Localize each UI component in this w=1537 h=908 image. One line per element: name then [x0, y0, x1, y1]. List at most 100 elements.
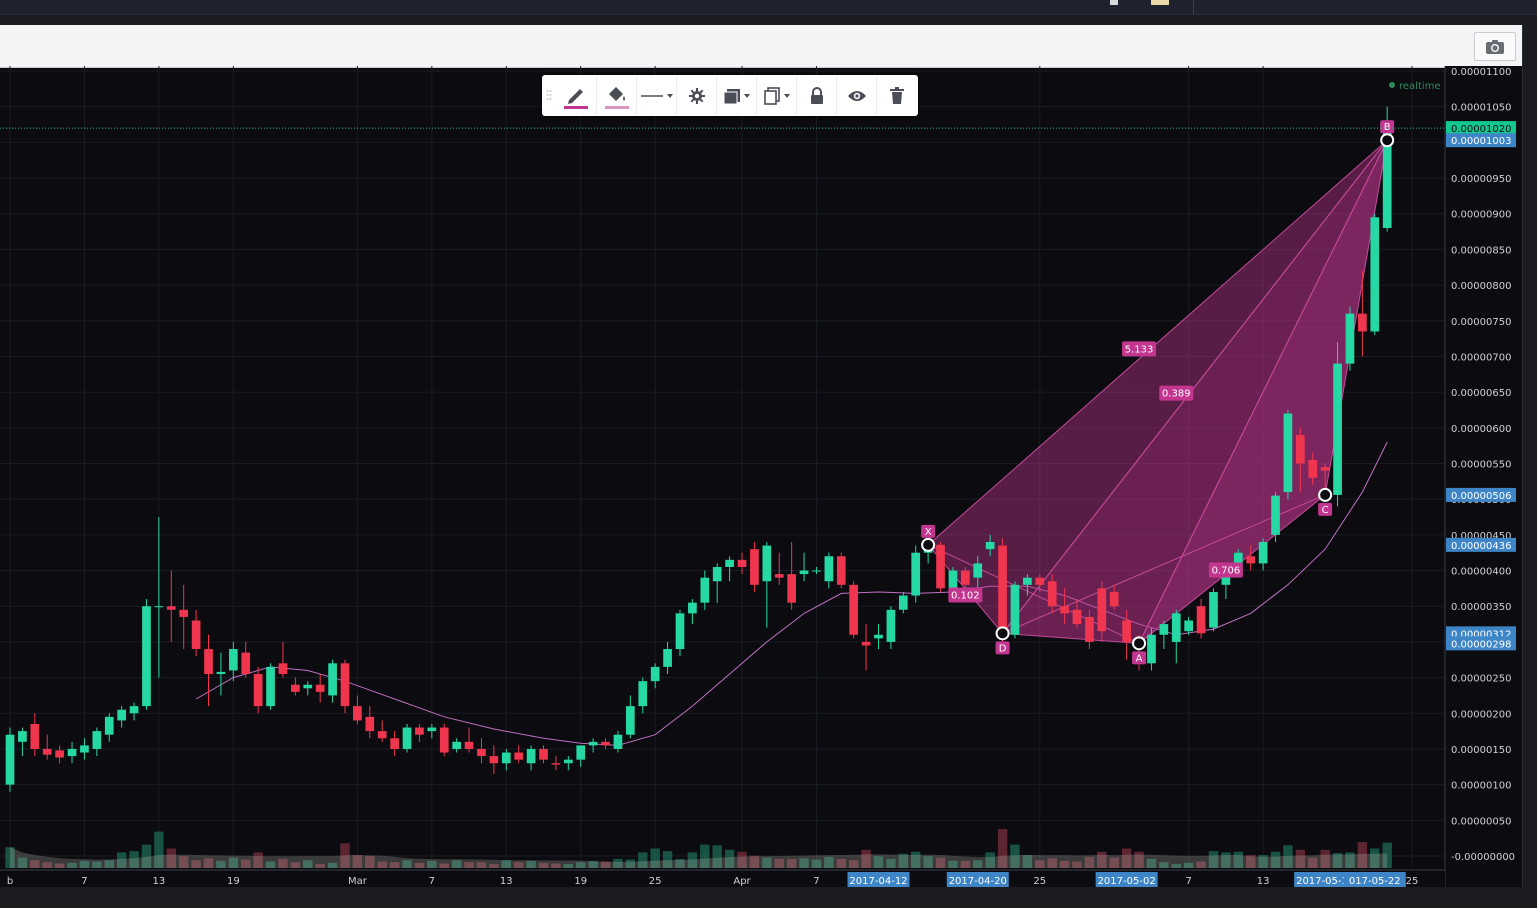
- fill-color-button[interactable]: [597, 75, 637, 116]
- delete-button[interactable]: [877, 75, 917, 116]
- time-axis-bg[interactable]: [0, 870, 1445, 887]
- pattern-point-x[interactable]: X: [921, 524, 936, 552]
- volume-bar: [303, 860, 313, 868]
- volume-bar: [67, 862, 77, 868]
- candle: [1246, 545, 1256, 571]
- candle: [886, 606, 896, 650]
- settings-button[interactable]: [677, 75, 717, 116]
- candle-body: [1283, 413, 1293, 493]
- candle-body: [998, 545, 1007, 639]
- realtime-indicator: realtime: [1389, 81, 1441, 92]
- candle-body: [1258, 542, 1268, 564]
- price-axis-bg[interactable]: [1445, 66, 1522, 887]
- pattern-point-marker[interactable]: [1132, 636, 1147, 651]
- candle: [501, 748, 511, 771]
- volume-bar: [1072, 861, 1082, 868]
- volume-bar: [79, 860, 90, 868]
- candle-body: [849, 584, 859, 635]
- candle: [18, 727, 27, 757]
- candle-body: [563, 759, 573, 764]
- pattern-point-label: X: [925, 527, 932, 538]
- volume-bar: [1308, 857, 1318, 868]
- candle: [30, 713, 40, 757]
- volume-bar: [414, 862, 425, 868]
- pattern-ratio-text: 0.706: [1212, 566, 1241, 577]
- candle-body: [663, 649, 672, 667]
- candle-body: [80, 745, 89, 753]
- candle: [1147, 627, 1156, 671]
- chart-canvas[interactable]: X D A C B 5.133 0.389 0.102 0.706 0.00001100 0.00…: [0, 25, 1522, 887]
- time-tick-label: 13: [1257, 876, 1270, 887]
- price-tick-label: -0.00000000: [1451, 852, 1515, 863]
- price-label-text: 0.00000312: [1451, 629, 1511, 640]
- candle-body: [613, 734, 623, 749]
- volume-bar: [1283, 845, 1293, 868]
- pattern-point-a[interactable]: A: [1132, 636, 1147, 665]
- pattern-layer[interactable]: X D A C B 5.133 0.389 0.102 0.706: [921, 120, 1395, 665]
- candle-body: [117, 709, 127, 721]
- candle-body: [104, 716, 114, 735]
- candle: [1258, 538, 1268, 571]
- candle-body: [154, 606, 164, 608]
- candle-body: [1382, 128, 1392, 228]
- candle-body: [353, 706, 362, 721]
- price-tick-label: 0.00000950: [1451, 174, 1511, 185]
- volume-bar: [973, 860, 983, 868]
- volume-bar: [54, 863, 65, 868]
- candle-body: [874, 634, 883, 639]
- line-style-button[interactable]: [637, 75, 677, 116]
- candle-body: [204, 649, 213, 675]
- candle-body: [1209, 591, 1218, 628]
- volume-bar: [749, 855, 760, 868]
- candle-body: [1159, 624, 1169, 635]
- pattern-point-marker[interactable]: [1380, 133, 1395, 148]
- pattern-ratio-text: 0.389: [1162, 389, 1191, 400]
- candle: [241, 641, 251, 678]
- alert-icon[interactable]: [1151, 0, 1169, 5]
- time-highlight-text: 2017-05-02: [1098, 876, 1156, 887]
- notification-icon[interactable]: [1110, 0, 1118, 5]
- pattern-point-b[interactable]: B: [1380, 120, 1395, 148]
- candle-body: [328, 663, 337, 696]
- volume-bar: [265, 861, 276, 868]
- candle-body: [737, 559, 747, 567]
- candle-body: [427, 727, 437, 732]
- pattern-point-marker[interactable]: [995, 626, 1010, 641]
- pattern-point-c[interactable]: C: [1318, 487, 1333, 516]
- volume-bar: [278, 858, 288, 868]
- candle: [613, 731, 623, 753]
- candle-body: [452, 741, 461, 749]
- clone-button[interactable]: [757, 75, 797, 116]
- candle-body: [266, 666, 275, 707]
- candle-body: [675, 613, 685, 650]
- volume-bar: [675, 858, 685, 868]
- pattern-point-marker[interactable]: [921, 537, 936, 552]
- candle: [291, 677, 300, 696]
- volume-bar: [1345, 852, 1355, 868]
- time-tick-label: b: [7, 876, 13, 887]
- candle-body: [191, 620, 201, 650]
- candle: [439, 723, 449, 757]
- time-highlight-bg: [1294, 872, 1357, 887]
- lock-button[interactable]: [797, 75, 837, 116]
- visibility-button[interactable]: [837, 75, 877, 116]
- camera-icon: [1486, 39, 1504, 54]
- price-tick-label: 0.00000750: [1451, 317, 1511, 328]
- price-tick-label: 0.00000800: [1451, 281, 1511, 292]
- price-label-text: 0.00001003: [1451, 136, 1511, 147]
- price-tick-label: 0.00000100: [1451, 781, 1511, 792]
- volume-bar: [960, 860, 971, 868]
- pattern-point-marker[interactable]: [1318, 487, 1333, 502]
- candle-body: [501, 752, 511, 764]
- volume-bar: [1022, 855, 1033, 868]
- candle: [117, 706, 127, 728]
- layers-button[interactable]: [717, 75, 757, 116]
- drag-handle-icon[interactable]: [542, 75, 556, 116]
- candle: [191, 609, 201, 657]
- line-color-button[interactable]: [556, 75, 597, 116]
- volume-bar: [836, 858, 846, 868]
- price-tick-label: 0.00000250: [1451, 674, 1511, 685]
- candle: [849, 581, 859, 639]
- snapshot-button[interactable]: [1474, 32, 1516, 61]
- pattern-point-d[interactable]: D: [995, 626, 1010, 655]
